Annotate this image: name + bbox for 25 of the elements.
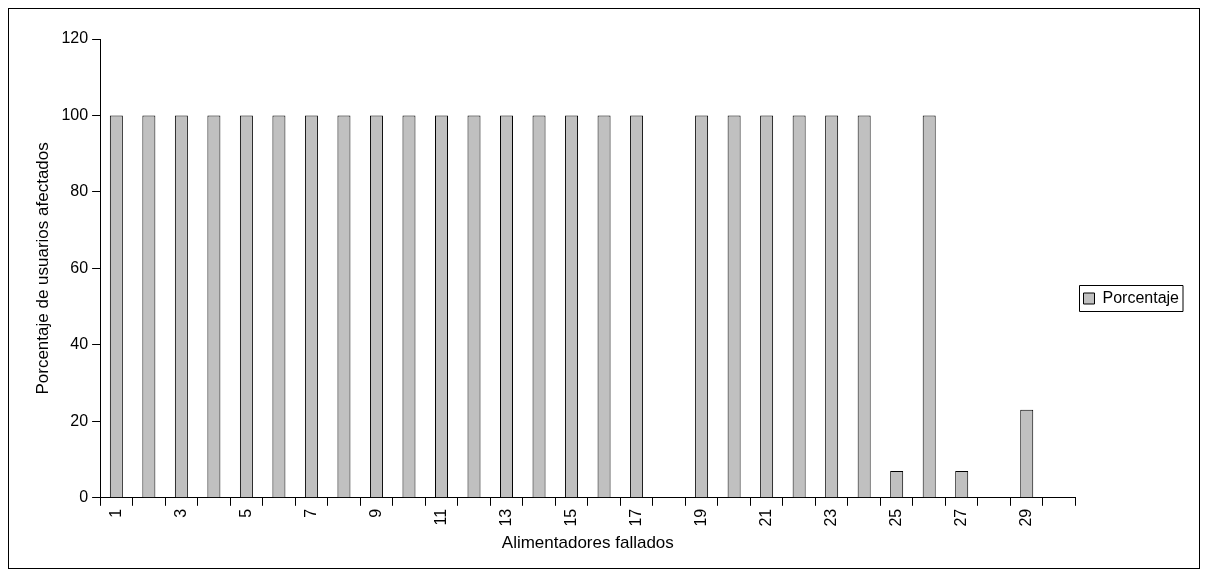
y-tick-label: 20 xyxy=(70,411,89,429)
x-tick-label: 25 xyxy=(887,508,905,527)
y-axis-title: Porcentaje de usuarios afectados xyxy=(32,142,52,395)
x-tick-label: 9 xyxy=(366,508,384,518)
x-tick-label: 11 xyxy=(431,508,449,526)
x-tick-label: 23 xyxy=(822,508,840,527)
x-axis-title: Alimentadores fallados xyxy=(501,533,674,553)
x-tick-label: 19 xyxy=(692,508,710,527)
y-tick-label: 0 xyxy=(79,488,89,506)
y-tick-label: 80 xyxy=(70,182,89,200)
y-tick-label: 100 xyxy=(61,105,89,123)
legend-label: Porcentaje xyxy=(1102,288,1180,306)
y-tick-label: 60 xyxy=(70,258,89,276)
x-tick-label: 17 xyxy=(626,508,644,527)
x-tick-label: 15 xyxy=(561,508,579,527)
y-tick-label: 120 xyxy=(61,29,89,47)
y-tick-label: 40 xyxy=(70,335,89,353)
x-tick-label: 13 xyxy=(496,508,514,527)
x-tick-label: 5 xyxy=(236,508,254,518)
x-tick-label: 1 xyxy=(106,508,124,518)
x-tick-label: 3 xyxy=(171,508,189,518)
x-tick-label: 21 xyxy=(757,508,775,527)
x-tick-label: 29 xyxy=(1017,508,1035,527)
x-tick-label: 7 xyxy=(301,508,319,518)
x-tick-label: 27 xyxy=(952,508,970,527)
